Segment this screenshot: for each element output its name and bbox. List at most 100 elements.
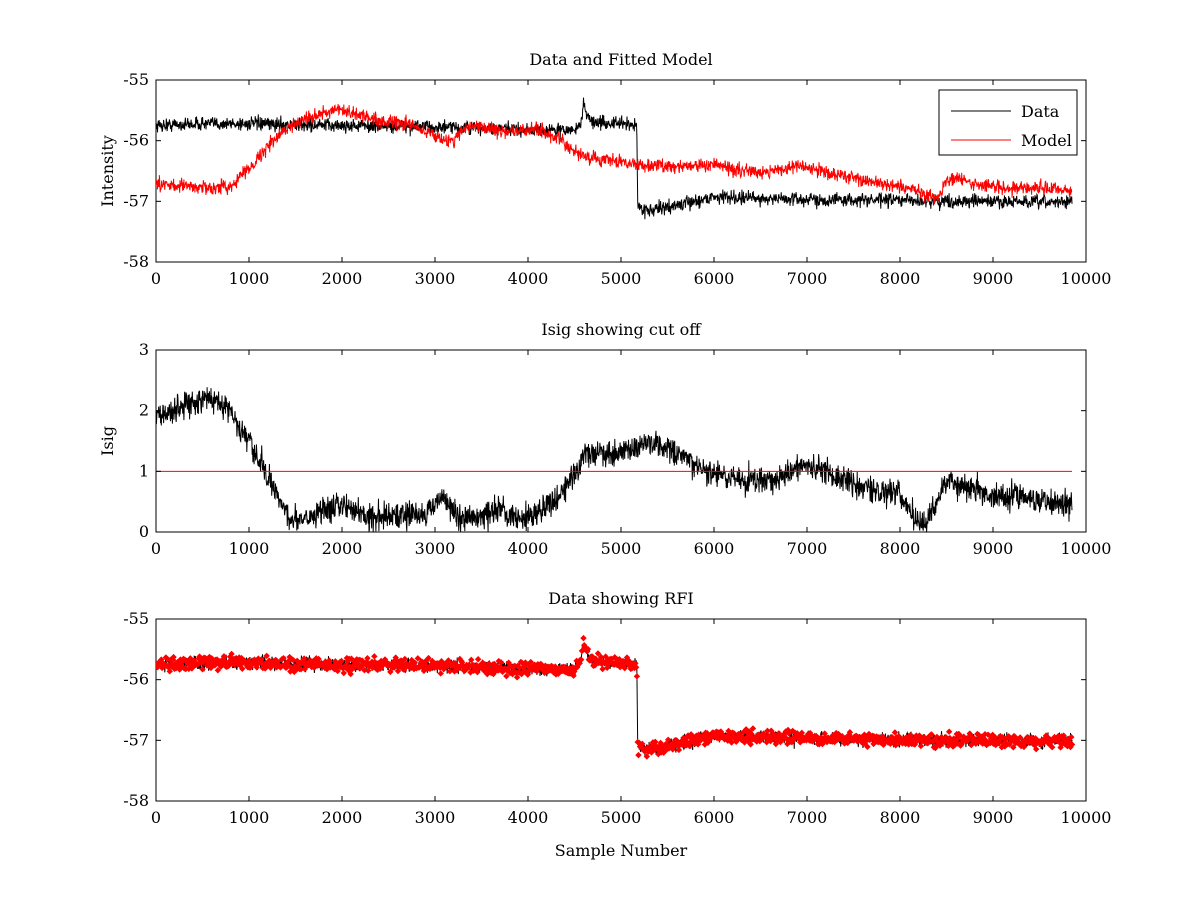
y-tick-label: -57 [123, 730, 149, 749]
rfi-marker [916, 732, 923, 739]
rfi-marker [621, 664, 628, 672]
rfi-marker [315, 655, 322, 663]
rfi-marker [254, 661, 261, 668]
rfi-marker [258, 656, 265, 663]
rfi-marker [632, 664, 640, 671]
x-tick-label: 4000 [508, 808, 549, 827]
rfi-marker [1048, 744, 1056, 751]
rfi-marker [1010, 744, 1017, 751]
x-tick-label: 4000 [508, 269, 549, 288]
rfi-marker [603, 664, 611, 672]
x-tick-label: 8000 [880, 539, 921, 558]
rfi-marker [639, 740, 646, 748]
plot-area [156, 634, 1076, 760]
rfi-marker [594, 650, 602, 657]
rfi-marker [474, 668, 481, 676]
rfi-marker [747, 741, 754, 748]
rfi-marker [928, 731, 935, 738]
rfi-marker [717, 728, 725, 735]
x-tick-label: 6000 [694, 539, 735, 558]
x-tick-label: 1000 [229, 269, 270, 288]
y-tick-label: 1 [139, 461, 149, 480]
rfi-marker [798, 729, 806, 737]
y-tick-label: -55 [123, 609, 149, 628]
rfi-marker [891, 729, 899, 736]
x-tick-label: 10000 [1061, 808, 1112, 827]
rfi-marker [394, 667, 402, 675]
x-tick-label: 3000 [415, 539, 456, 558]
rfi-marker [347, 670, 354, 678]
rfi-marker [474, 656, 482, 663]
rfi-marker [570, 672, 577, 679]
rfi-marker [599, 665, 606, 673]
y-tick-label: -58 [123, 252, 149, 271]
y-tick-label: 3 [139, 340, 149, 359]
rfi-marker [170, 653, 177, 661]
x-tick-label: 5000 [601, 269, 642, 288]
rfi-marker [1032, 745, 1040, 753]
rfi-marker [392, 654, 399, 661]
y-axis-label: Isig [98, 426, 117, 456]
x-tick-label: 9000 [973, 539, 1014, 558]
rfi-marker [228, 650, 235, 658]
rfi-marker [239, 665, 246, 672]
chart-data-and-fitted-model: 0 1000 2000 3000 4000 5000 6000 7000 8000 9000 100… [98, 50, 1111, 288]
x-tick-label: 0 [151, 539, 161, 558]
axes-frame [155, 618, 1087, 802]
rfi-marker [768, 727, 775, 734]
legend-box [938, 89, 1078, 156]
rfi-marker [187, 655, 194, 662]
x-tick-label: 0 [151, 808, 161, 827]
rfi-marker [503, 672, 510, 680]
rfi-marker [340, 669, 347, 677]
rfi-marker [632, 660, 639, 667]
rfi-marker [365, 667, 372, 674]
y-tick-label: 2 [139, 401, 149, 420]
rfi-marker [425, 654, 432, 662]
rfi-marker [665, 736, 672, 743]
rfi-marker [364, 655, 371, 662]
rfi-marker [1068, 741, 1076, 748]
rfi-marker [892, 742, 899, 749]
rfi-marker [917, 742, 925, 750]
x-tick-label: 1000 [229, 808, 270, 827]
x-tick-label: 9000 [973, 808, 1014, 827]
rfi-marker [652, 738, 659, 746]
rfi-marker [513, 674, 521, 681]
x-tick-label: 2000 [322, 269, 363, 288]
x-tick-label: 4000 [508, 539, 549, 558]
rfi-marker [1020, 743, 1028, 751]
x-tick-label: 10000 [1061, 539, 1112, 558]
rfi-marker [158, 656, 165, 663]
rfi-marker [879, 733, 886, 740]
y-tick-label: 0 [139, 522, 149, 541]
rfi-marker [533, 668, 541, 675]
series-line-model [156, 104, 1073, 205]
rfi-marker [748, 730, 755, 738]
rfi-marker [263, 652, 270, 660]
rfi-marker [220, 653, 228, 660]
chart-title: Isig showing cut off [541, 320, 702, 339]
plot-area [156, 387, 1073, 532]
x-tick-label: 1000 [229, 539, 270, 558]
rfi-marker [576, 660, 583, 667]
rfi-marker [846, 729, 854, 736]
legend-label-data: Data [1021, 102, 1060, 121]
rfi-marker [524, 671, 531, 678]
rfi-marker [686, 742, 693, 750]
rfi-marker [301, 665, 309, 673]
axes-frame [155, 79, 1087, 263]
x-tick-label: 10000 [1061, 269, 1112, 288]
rfi-marker [991, 733, 999, 741]
rfi-marker [1011, 733, 1019, 740]
rfi-marker [445, 657, 452, 664]
rfi-marker [326, 657, 333, 664]
plot-area [156, 97, 1073, 220]
rfi-marker [864, 743, 871, 751]
rfi-marker [284, 658, 292, 665]
series-line-data [156, 97, 1073, 220]
x-tick-label: 7000 [787, 269, 828, 288]
x-tick-label: 8000 [880, 269, 921, 288]
rfi-marker [643, 753, 651, 760]
